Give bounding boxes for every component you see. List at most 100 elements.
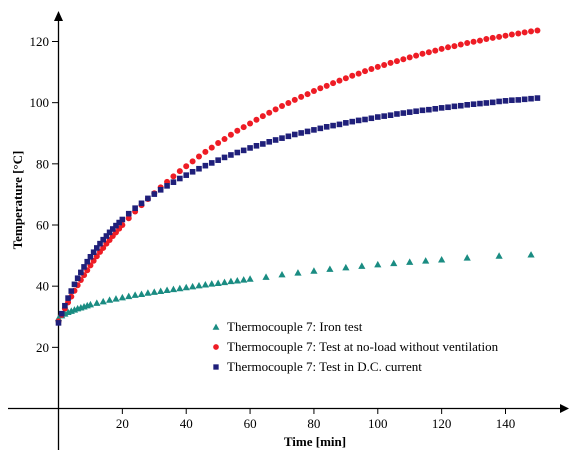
data-point bbox=[387, 112, 394, 119]
data-point bbox=[349, 118, 356, 125]
data-point bbox=[208, 144, 215, 151]
data-point bbox=[451, 43, 458, 50]
x-tick-group: 20 40 60 80 100 120 140 bbox=[116, 408, 516, 431]
legend-entry: Thermocouple 7: Iron test bbox=[212, 319, 363, 334]
y-axis-arrow bbox=[54, 11, 63, 21]
data-point bbox=[509, 97, 515, 104]
data-point bbox=[214, 279, 222, 286]
data-point bbox=[240, 147, 247, 154]
plot-area bbox=[54, 27, 541, 326]
x-axis: 20 40 60 80 100 120 140 Time [min] bbox=[8, 404, 569, 449]
data-point bbox=[71, 281, 78, 288]
data-point bbox=[247, 120, 254, 127]
y-tick-label: 80 bbox=[36, 156, 49, 171]
x-tick-label: 60 bbox=[244, 416, 257, 431]
data-point bbox=[145, 195, 151, 202]
data-point bbox=[279, 135, 285, 141]
data-point bbox=[240, 276, 248, 283]
data-point bbox=[94, 245, 100, 251]
data-point bbox=[291, 96, 298, 103]
data-point bbox=[240, 124, 247, 131]
data-point bbox=[311, 127, 317, 133]
data-point bbox=[521, 96, 528, 103]
data-point bbox=[483, 100, 490, 106]
series-iron-test bbox=[54, 251, 535, 322]
data-point bbox=[336, 121, 343, 128]
data-point bbox=[406, 54, 413, 61]
data-point bbox=[183, 172, 190, 178]
data-point bbox=[489, 34, 496, 41]
data-point bbox=[208, 280, 216, 287]
data-point bbox=[457, 41, 464, 48]
data-point bbox=[137, 290, 146, 297]
data-point bbox=[106, 229, 113, 236]
data-point bbox=[400, 56, 407, 63]
data-point bbox=[298, 130, 304, 136]
data-point bbox=[502, 98, 509, 104]
data-point bbox=[202, 162, 209, 169]
data-point bbox=[228, 152, 234, 158]
data-point bbox=[100, 236, 106, 243]
data-point bbox=[163, 286, 171, 294]
data-point bbox=[234, 149, 241, 156]
data-point bbox=[326, 265, 334, 272]
data-point bbox=[343, 120, 349, 126]
data-point bbox=[445, 44, 452, 51]
data-point bbox=[253, 142, 260, 149]
legend-marker bbox=[213, 364, 219, 370]
data-point bbox=[458, 102, 464, 109]
data-point bbox=[317, 125, 324, 132]
series-dc-current-test bbox=[55, 95, 541, 326]
x-axis-label: Time [min] bbox=[284, 434, 346, 449]
data-point bbox=[221, 154, 228, 161]
data-point bbox=[113, 222, 119, 229]
legend-marker bbox=[212, 323, 220, 330]
x-tick-label: 120 bbox=[432, 416, 452, 431]
data-point bbox=[262, 273, 270, 280]
data-point bbox=[177, 175, 183, 182]
data-point bbox=[528, 28, 535, 35]
data-point bbox=[413, 52, 420, 59]
data-point bbox=[527, 251, 535, 258]
y-tick-label: 40 bbox=[36, 279, 49, 294]
data-point bbox=[65, 295, 71, 301]
data-point bbox=[310, 267, 318, 274]
data-point bbox=[99, 297, 107, 305]
data-point bbox=[368, 66, 375, 73]
data-point bbox=[426, 106, 432, 113]
legend-marker bbox=[213, 344, 219, 350]
data-point bbox=[304, 128, 311, 135]
y-tick-label: 20 bbox=[36, 340, 49, 355]
data-point bbox=[463, 254, 471, 261]
data-point bbox=[451, 103, 458, 110]
data-point bbox=[195, 281, 203, 289]
legend-label: Thermocouple 7: Test at no-load without … bbox=[227, 339, 499, 354]
data-point bbox=[112, 295, 120, 302]
data-point bbox=[157, 287, 165, 294]
data-point bbox=[215, 140, 222, 147]
data-point bbox=[425, 49, 432, 56]
data-point bbox=[157, 187, 164, 193]
x-tick-label: 40 bbox=[180, 416, 193, 431]
data-point bbox=[291, 131, 298, 138]
data-point bbox=[413, 108, 419, 115]
data-point bbox=[132, 205, 138, 211]
data-point bbox=[330, 80, 337, 87]
data-point bbox=[189, 158, 196, 165]
legend-entry: Thermocouple 7: Test in D.C. current bbox=[213, 359, 422, 374]
data-point bbox=[445, 104, 451, 111]
data-point bbox=[422, 257, 430, 264]
data-point bbox=[362, 68, 369, 75]
data-point bbox=[119, 216, 126, 223]
data-point bbox=[298, 93, 305, 100]
data-point bbox=[438, 105, 445, 111]
data-point bbox=[260, 141, 266, 147]
legend-label: Thermocouple 7: Test in D.C. current bbox=[227, 359, 422, 374]
data-point bbox=[285, 133, 292, 140]
data-point bbox=[169, 285, 178, 293]
x-tick-label: 140 bbox=[496, 416, 516, 431]
data-point bbox=[78, 269, 84, 276]
data-point bbox=[202, 148, 209, 155]
data-point bbox=[470, 101, 477, 107]
x-axis-arrow bbox=[560, 404, 569, 413]
